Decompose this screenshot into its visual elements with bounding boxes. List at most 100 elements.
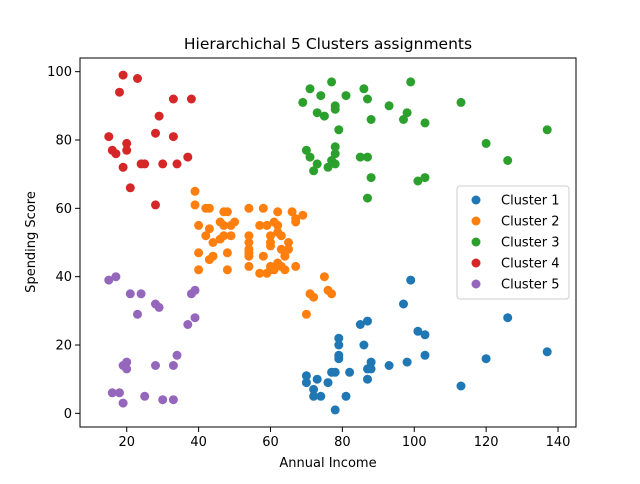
data-marks — [104, 70, 552, 415]
data-point — [481, 354, 491, 364]
data-point — [136, 289, 146, 299]
y-tick-label: 20 — [55, 339, 72, 354]
legend-label: Cluster 5 — [501, 278, 560, 293]
data-point — [359, 340, 369, 350]
data-point — [291, 214, 301, 224]
data-point — [172, 159, 182, 169]
data-point — [194, 265, 204, 275]
data-point — [305, 84, 315, 94]
data-point — [222, 207, 232, 217]
y-tick-label: 80 — [55, 134, 72, 149]
legend-marker — [471, 216, 481, 226]
data-point — [104, 275, 114, 285]
data-point — [323, 162, 333, 172]
data-point — [355, 152, 365, 162]
data-point — [172, 350, 182, 360]
data-point — [402, 108, 412, 118]
data-point — [334, 125, 344, 135]
chart-title: Hierarchichal 5 Clusters assignments — [184, 35, 472, 53]
data-point — [334, 340, 344, 350]
data-point — [194, 220, 204, 230]
legend-label: Cluster 4 — [501, 257, 560, 272]
data-point — [341, 91, 351, 101]
data-point — [186, 94, 196, 104]
data-point — [269, 265, 279, 275]
data-point — [222, 265, 232, 275]
data-point — [244, 244, 254, 254]
data-point — [262, 220, 272, 230]
legend-marker — [471, 279, 481, 289]
data-point — [420, 173, 430, 183]
data-point — [384, 361, 394, 370]
data-point — [151, 361, 160, 370]
data-point — [183, 320, 193, 329]
data-point — [258, 251, 268, 261]
series-2 — [190, 186, 337, 319]
data-point — [384, 101, 394, 111]
data-point — [316, 391, 326, 401]
x-tick-label: 20 — [118, 435, 135, 450]
plot-frame — [79, 57, 577, 428]
data-point — [284, 238, 293, 247]
data-point — [413, 326, 423, 336]
data-point — [542, 125, 552, 135]
data-point — [204, 224, 214, 234]
y-axis-label: Spending Score — [24, 191, 39, 293]
data-point — [111, 149, 121, 159]
data-point — [330, 104, 340, 114]
series-3 — [298, 77, 552, 203]
legend-marker — [471, 195, 481, 205]
data-point — [183, 152, 193, 162]
data-point — [107, 388, 117, 398]
data-point — [284, 244, 293, 254]
data-point — [319, 111, 329, 121]
data-point — [355, 320, 365, 329]
data-point — [266, 241, 275, 251]
data-point — [301, 309, 311, 319]
data-point — [345, 367, 355, 377]
data-point — [327, 289, 337, 299]
data-point — [406, 77, 416, 87]
data-point — [140, 159, 150, 169]
data-point — [125, 183, 135, 193]
data-point — [316, 91, 326, 101]
data-point — [503, 313, 513, 323]
data-point — [309, 391, 319, 401]
data-point — [230, 217, 240, 227]
data-point — [115, 388, 124, 398]
data-point — [399, 299, 408, 309]
y-tick-label: 0 — [64, 407, 72, 422]
x-tick-label: 60 — [262, 435, 279, 450]
y-tick-label: 40 — [55, 270, 72, 285]
data-point — [151, 200, 160, 210]
x-tick-label: 140 — [546, 435, 571, 450]
data-point — [255, 220, 265, 230]
data-point — [204, 203, 214, 213]
data-point — [244, 251, 254, 261]
data-point — [273, 258, 283, 268]
data-point — [402, 357, 412, 367]
data-point — [301, 371, 311, 381]
data-point — [363, 94, 372, 104]
data-point — [301, 378, 311, 388]
y-tick-label: 100 — [47, 65, 72, 80]
data-point — [298, 97, 308, 107]
data-point — [255, 268, 265, 278]
data-point — [312, 159, 322, 169]
data-point — [258, 203, 268, 213]
data-point — [359, 84, 369, 94]
data-point — [273, 207, 283, 217]
data-point — [244, 231, 254, 241]
data-point — [330, 367, 340, 377]
data-point — [122, 138, 132, 148]
data-point — [219, 220, 229, 230]
data-point — [330, 142, 340, 152]
data-point — [219, 231, 229, 241]
data-point — [244, 261, 254, 271]
axis-ticks: 20 40 60 80 100 120 140 0 20 40 60 80 100 — [47, 65, 570, 450]
data-point — [309, 292, 319, 302]
data-point — [363, 193, 372, 203]
data-point — [190, 285, 200, 295]
data-point — [151, 128, 160, 138]
series-4 — [104, 70, 196, 210]
